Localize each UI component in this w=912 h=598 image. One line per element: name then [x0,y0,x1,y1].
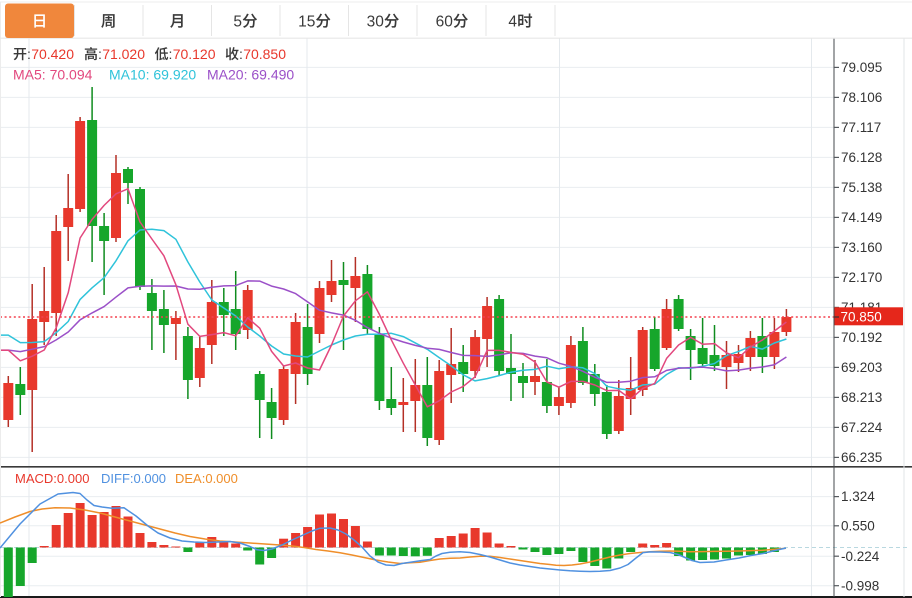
svg-text:77.117: 77.117 [841,120,881,135]
svg-text:MA5: 70.094: MA5: 70.094 [13,67,93,83]
svg-text:74.149: 74.149 [841,210,882,225]
svg-text::: : [98,46,102,62]
svg-text:-0.224: -0.224 [841,549,880,564]
svg-text:79.095: 79.095 [841,60,882,75]
svg-text:70.850: 70.850 [243,46,286,62]
svg-text:MA10: 69.920: MA10: 69.920 [109,67,196,83]
svg-text:66.235: 66.235 [841,450,882,465]
svg-text:DEA:0.000: DEA:0.000 [175,471,238,486]
svg-text:0.550: 0.550 [841,518,875,533]
svg-text:60: 60 [436,13,454,30]
svg-text:71.020: 71.020 [102,46,145,62]
svg-text:70.120: 70.120 [173,46,216,62]
svg-text:75.138: 75.138 [841,180,882,195]
svg-text:MA20: 69.490: MA20: 69.490 [207,67,294,83]
svg-text:MACD:0.000: MACD:0.000 [15,471,89,486]
svg-text:4: 4 [508,13,517,30]
svg-text:72.170: 72.170 [841,270,882,285]
svg-text:70.850: 70.850 [841,310,882,325]
svg-text:-0.998: -0.998 [841,578,879,593]
svg-text::: : [169,46,173,62]
svg-text:DIFF:0.000: DIFF:0.000 [101,471,166,486]
svg-text:5: 5 [233,13,242,30]
svg-text::: : [239,46,243,62]
svg-text:30: 30 [367,13,385,30]
svg-text:68.213: 68.213 [841,390,882,405]
svg-text:76.128: 76.128 [841,150,882,165]
svg-text::: : [27,46,31,62]
svg-text:73.160: 73.160 [841,240,882,255]
svg-text:78.106: 78.106 [841,90,882,105]
svg-text:70.420: 70.420 [31,46,74,62]
svg-text:15: 15 [298,13,315,30]
svg-text:1.324: 1.324 [841,489,875,504]
svg-text:70.192: 70.192 [841,330,882,345]
svg-text:67.224: 67.224 [841,420,883,435]
svg-text:69.203: 69.203 [841,360,882,375]
